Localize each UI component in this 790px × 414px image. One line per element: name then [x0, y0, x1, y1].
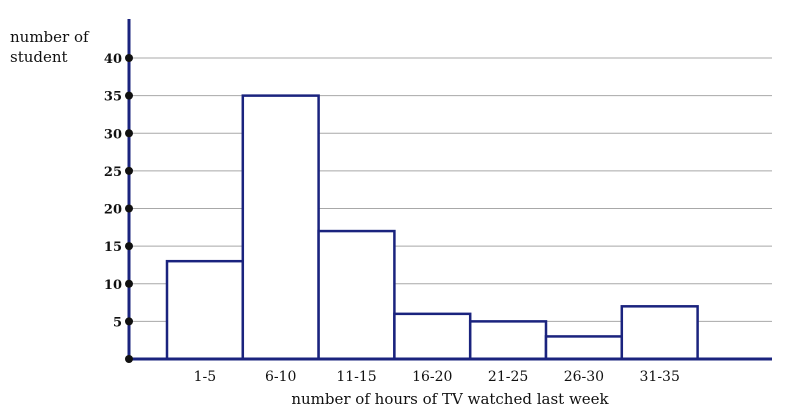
y-tick-label: 5: [113, 315, 122, 330]
x-tick-label: 6-10: [265, 369, 296, 385]
y-tick-label: 20: [104, 203, 122, 218]
x-axis-label: number of hours of TV watched last week: [291, 390, 609, 408]
y-axis-label-line2: student: [10, 48, 68, 66]
y-tick-dot: [125, 355, 133, 363]
axes: [125, 19, 772, 363]
y-tick-dot: [125, 166, 133, 175]
y-tick-label: 15: [104, 240, 122, 255]
x-tick-label: 31-35: [640, 369, 680, 385]
y-tick-dot: [125, 91, 133, 100]
y-tick-dot: [125, 317, 133, 326]
y-tick-label: 25: [104, 165, 122, 180]
y-tick-label: 40: [104, 52, 122, 67]
bar: [165, 259, 245, 361]
y-tick-label: 30: [104, 127, 122, 142]
bar: [393, 312, 472, 361]
bar: [317, 229, 396, 361]
bars: [165, 94, 699, 361]
x-tick-label: 11-15: [336, 369, 376, 385]
x-tick-label: 1-5: [194, 369, 217, 385]
bar: [241, 94, 320, 361]
bar: [468, 320, 548, 361]
x-tick-labels: 1-5 6-10 11-15 16-20 21-25 26-30 31-35: [194, 369, 680, 385]
y-tick-dot: [125, 204, 133, 213]
y-tick-labels: 5 10 15 20 25 30 35 40: [104, 52, 122, 330]
x-tick-label: 26-30: [564, 369, 604, 385]
y-tick-label: 35: [104, 90, 122, 105]
y-tick-dot: [125, 54, 133, 62]
bar: [620, 305, 699, 361]
y-tick-label: 10: [104, 278, 122, 293]
y-tick-dot: [125, 129, 133, 138]
y-tick-dot: [125, 279, 133, 288]
x-tick-label: 16-20: [412, 369, 452, 385]
x-tick-label: 21-25: [488, 369, 528, 385]
bar: [544, 335, 624, 361]
y-axis-label-line1: number of: [10, 28, 90, 46]
y-tick-dot: [125, 242, 133, 251]
